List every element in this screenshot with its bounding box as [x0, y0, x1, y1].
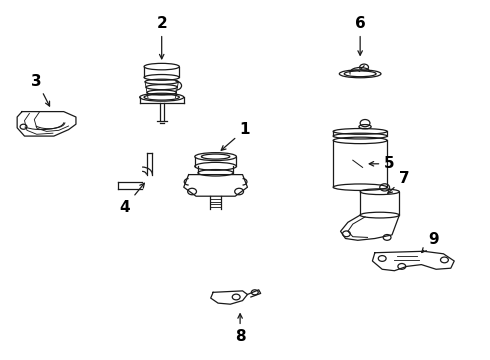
Text: 3: 3 [31, 73, 49, 106]
Text: 8: 8 [235, 314, 245, 344]
Text: 5: 5 [369, 156, 395, 171]
Text: 1: 1 [221, 122, 250, 150]
Text: 7: 7 [388, 171, 410, 193]
Text: 9: 9 [422, 232, 439, 252]
Text: 2: 2 [156, 16, 167, 59]
Text: 6: 6 [355, 16, 366, 55]
Text: 4: 4 [120, 183, 145, 215]
